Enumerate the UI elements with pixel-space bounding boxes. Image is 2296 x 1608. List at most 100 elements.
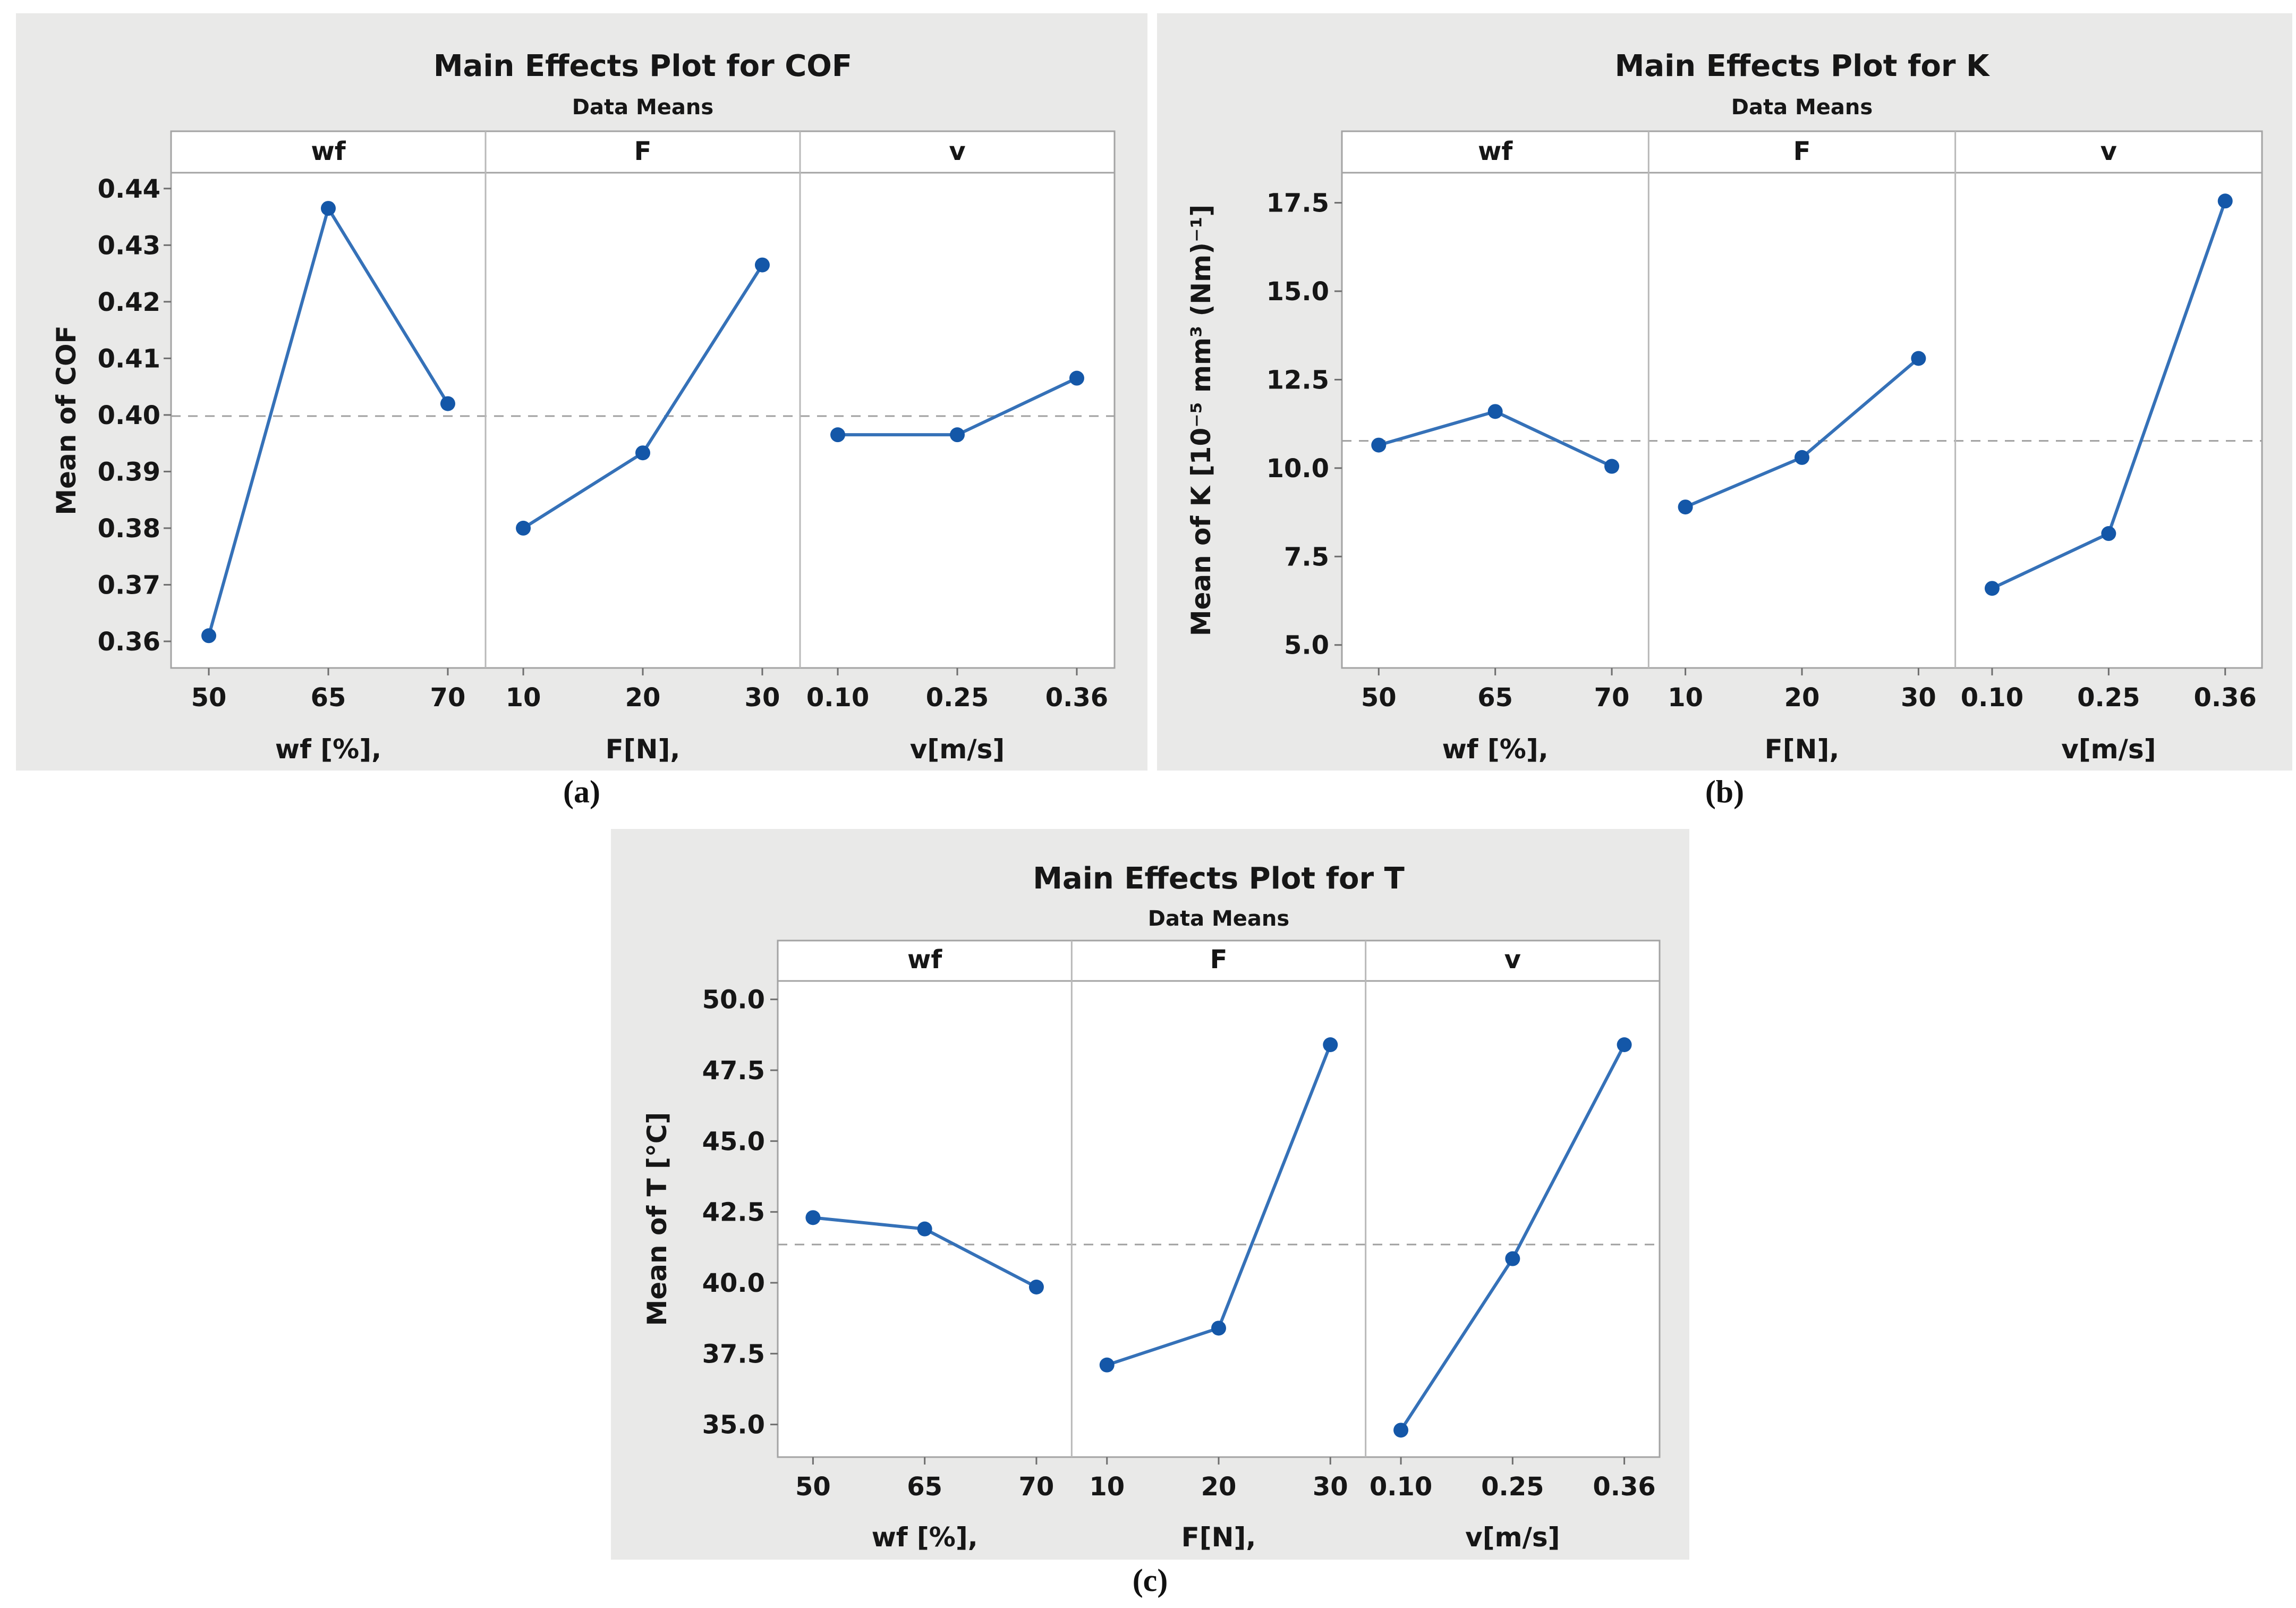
x-tick-label: 70 <box>1019 1472 1055 1502</box>
panel-header-label: v <box>2101 137 2117 166</box>
y-tick-label: 5.0 <box>1284 631 1329 661</box>
chart-title: Main Effects Plot for COF <box>433 49 852 83</box>
data-point-marker <box>1211 1321 1226 1336</box>
y-tick-label: 45.0 <box>702 1127 765 1156</box>
y-tick-label: 0.39 <box>98 457 160 487</box>
panel-header-label: F <box>1793 137 1811 166</box>
x-tick-label: 10 <box>1668 683 1703 713</box>
data-point-marker <box>805 1210 821 1225</box>
data-point-marker <box>1069 370 1084 386</box>
data-point-marker <box>1099 1357 1115 1373</box>
plot-area <box>1341 130 2263 669</box>
x-tick-label: 20 <box>1201 1472 1237 1502</box>
data-point-marker <box>201 628 217 644</box>
y-tick-label: 0.43 <box>98 231 160 260</box>
x-tick-label: 0.25 <box>926 683 989 713</box>
y-tick-label: 35.0 <box>702 1410 765 1440</box>
x-tick-label: 65 <box>311 683 346 713</box>
x-tick-label: 50 <box>795 1472 831 1502</box>
x-tick-label: 0.25 <box>1481 1472 1544 1502</box>
chart-title: Main Effects Plot for K <box>1615 49 1991 83</box>
main-effects-plot-cof-svg: Main Effects Plot for COF Data Means 0.36 0… <box>16 13 1147 771</box>
x-tick-label: 0.10 <box>806 683 869 713</box>
x-axis-label: wf [%], <box>1442 734 1549 765</box>
data-point-marker <box>754 257 770 273</box>
x-tick-label: 70 <box>430 683 466 713</box>
x-tick-label: 0.10 <box>1370 1472 1432 1502</box>
x-tick-label: 0.36 <box>2194 683 2257 713</box>
data-point-marker <box>635 445 650 461</box>
data-point-marker <box>440 396 455 411</box>
x-tick-label: 50 <box>191 683 227 713</box>
panel-header-label: wf <box>907 945 942 975</box>
y-tick-label: 10.0 <box>1266 454 1329 484</box>
chart-subtitle: Data Means <box>1148 907 1289 931</box>
x-tick-label: 65 <box>1477 683 1513 713</box>
y-tick-label: 40.0 <box>702 1268 765 1298</box>
main-effects-plot-cof: Main Effects Plot for COF Data Means 0.36 0… <box>16 13 1147 773</box>
data-point-marker <box>1911 351 1926 366</box>
main-effects-plot-t-svg: Main Effects Plot for T Data Means 35.0 37.… <box>611 829 1689 1560</box>
plot-area <box>777 940 1661 1458</box>
y-axis-title: Mean of K [10⁻⁵ mm³ (Nm)⁻¹] <box>1186 205 1217 637</box>
panel-header-label: v <box>949 137 965 166</box>
y-tick-label: 0.37 <box>98 570 160 600</box>
x-tick-label: 30 <box>1901 683 1936 713</box>
x-tick-label: 0.25 <box>2077 683 2140 713</box>
chart-title: Main Effects Plot for T <box>1033 861 1405 896</box>
data-point-marker <box>917 1221 932 1237</box>
chart-subtitle: Data Means <box>1731 95 1873 120</box>
x-tick-label: 65 <box>907 1472 942 1502</box>
x-tick-label: 10 <box>506 683 541 713</box>
y-axis-title: Mean of COF <box>51 325 82 515</box>
caption-a: (a) <box>16 774 1147 810</box>
caption-b-label: (b) <box>1705 774 1745 809</box>
data-point-marker <box>2217 193 2233 209</box>
main-effects-plot-k: Main Effects Plot for K Data Means 5.0 7.5 1… <box>1157 13 2292 773</box>
data-point-marker <box>2101 526 2116 541</box>
x-axis-label: F[N], <box>1181 1522 1256 1553</box>
y-tick-label: 0.44 <box>98 174 160 204</box>
x-axis-label: F[N], <box>606 734 681 765</box>
x-axis-label: wf [%], <box>275 734 381 765</box>
main-effects-plot-t: Main Effects Plot for T Data Means 35.0 37.… <box>611 829 1689 1562</box>
plot-area <box>170 130 1116 669</box>
y-axis-title: Mean of T [°C] <box>642 1112 673 1326</box>
x-tick-label: 0.36 <box>1045 683 1108 713</box>
data-point-marker <box>516 520 531 536</box>
x-tick-label: 30 <box>745 683 780 713</box>
x-tick-label: 10 <box>1089 1472 1125 1502</box>
x-tick-label: 0.10 <box>1961 683 2023 713</box>
y-tick-label: 0.42 <box>98 287 160 317</box>
y-tick-label: 42.5 <box>702 1198 765 1228</box>
caption-b: (b) <box>1157 774 2292 810</box>
data-point-marker <box>830 427 846 443</box>
data-point-marker <box>1604 459 1620 474</box>
x-tick-label: 20 <box>625 683 661 713</box>
panel-header-label: v <box>1504 945 1521 975</box>
data-point-marker <box>1371 437 1387 453</box>
main-effects-plot-k-svg: Main Effects Plot for K Data Means 5.0 7.5 1… <box>1157 13 2292 771</box>
panel-header-label: wf <box>311 137 346 166</box>
caption-c: (c) <box>611 1562 1689 1599</box>
x-axis-label: v[m/s] <box>910 734 1005 765</box>
y-tick-label: 7.5 <box>1284 542 1329 572</box>
chart-subtitle: Data Means <box>572 95 713 120</box>
data-point-marker <box>1795 450 1809 465</box>
panel-header-label: F <box>634 137 652 166</box>
y-tick-label: 15.0 <box>1266 277 1329 307</box>
panel-header-label: F <box>1210 945 1228 975</box>
y-tick-label: 0.36 <box>98 627 160 657</box>
data-point-marker <box>1678 500 1693 515</box>
x-tick-label: 50 <box>1361 683 1397 713</box>
data-point-marker <box>1617 1037 1632 1052</box>
x-tick-label: 70 <box>1594 683 1630 713</box>
y-tick-label: 0.41 <box>98 344 160 374</box>
data-point-marker <box>1984 581 2000 596</box>
panel-header-label: wf <box>1478 137 1513 166</box>
x-tick-label: 0.36 <box>1593 1472 1655 1502</box>
y-tick-label: 0.38 <box>98 514 160 544</box>
data-point-marker <box>1505 1251 1520 1266</box>
x-axis-label: wf [%], <box>872 1522 978 1553</box>
